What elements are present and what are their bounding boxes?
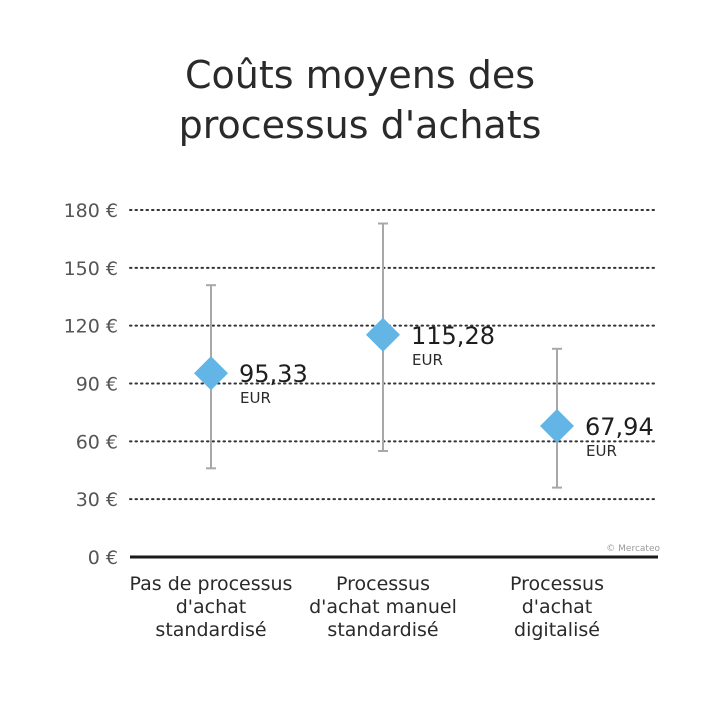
x-category-label-line: standardisé	[327, 619, 438, 641]
diamond-marker	[540, 409, 574, 444]
y-tick-label: 120 €	[64, 316, 118, 338]
x-category-label-line: d'achat	[176, 596, 247, 618]
chart-title-line-1: Coûts moyens des	[184, 53, 536, 97]
x-category-label: Processus d'achat digitalisé	[510, 573, 604, 641]
data-unit-label: EUR	[412, 351, 443, 369]
y-tick-label: 30 €	[76, 489, 118, 511]
y-tick-label: 0 €	[88, 547, 118, 569]
chart-title-line-2: processus d'achats	[178, 103, 542, 147]
data-unit-label: EUR	[240, 389, 271, 407]
x-axis-categories: Pas de processus d'achat standardiséProces…	[130, 573, 604, 641]
y-tick-label: 150 €	[64, 258, 118, 280]
diamond-marker	[366, 317, 400, 352]
x-category-label: Pas de processus d'achat standardisé	[130, 573, 293, 641]
x-category-label: Processus d'achat manuel standardisé	[309, 573, 457, 641]
data-unit-label: EUR	[586, 442, 617, 460]
x-category-label-line: standardisé	[155, 619, 266, 641]
diamond-marker	[194, 356, 228, 391]
x-category-label-line: Processus	[510, 573, 604, 595]
y-tick-label: 60 €	[76, 431, 118, 453]
data-value-label: 67,94	[585, 413, 654, 441]
chart-title: Coûts moyens des processus d'achats	[0, 50, 720, 150]
x-category-label-line: d'achat	[522, 596, 593, 618]
x-category-label-line: digitalisé	[514, 619, 600, 641]
data-value-label: 95,33	[239, 360, 308, 388]
y-tick-label: 90 €	[76, 374, 118, 396]
y-axis-ticks: 0 € 30 € 60 € 90 € 120 € 150 € 180 €	[64, 200, 118, 569]
x-category-label-line: d'achat manuel	[309, 596, 457, 618]
credit-label: © Mercateo	[606, 544, 660, 554]
y-tick-label: 180 €	[64, 200, 118, 222]
data-value-label: 115,28	[411, 322, 495, 350]
grid-lines	[129, 209, 659, 559]
x-category-label-line: Processus	[336, 573, 430, 595]
x-category-label-line: Pas de processus	[130, 573, 293, 595]
